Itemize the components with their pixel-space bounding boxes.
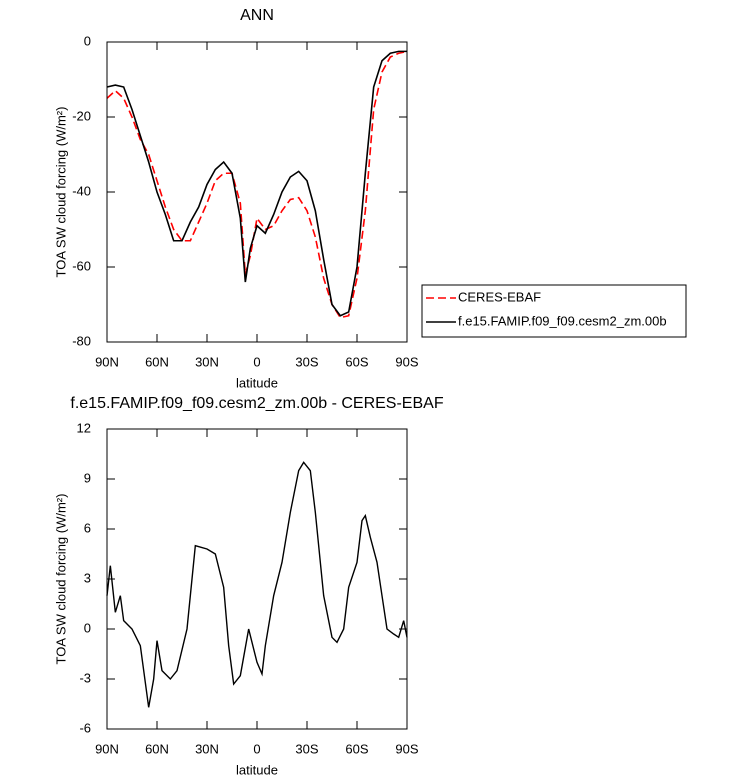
plot-frame (106, 428, 408, 730)
line-series (106, 50, 408, 319)
x-tick-label: 90S (395, 354, 418, 369)
chart-title: f.e15.FAMIP.f09_f09.cesm2_zm.00b - CERES… (70, 395, 443, 412)
chart-title: ANN (240, 7, 274, 24)
y-tick-label: 0 (84, 33, 91, 48)
x-tick-label: 30S (295, 354, 318, 369)
y-tick-label: 3 (84, 570, 91, 585)
x-tick-label: 60N (145, 741, 169, 756)
x-tick-label: 0 (253, 741, 260, 756)
y-tick-label: -40 (72, 183, 91, 198)
legend-label: CERES-EBAF (458, 289, 541, 304)
x-tick-label: 30S (295, 741, 318, 756)
x-tick-label: 30N (195, 354, 219, 369)
y-tick-label: -60 (72, 258, 91, 273)
y-tick-label: 12 (77, 420, 91, 435)
y-axis-label: TOA SW cloud forcing (W/m²) (53, 494, 68, 665)
plot-frame (106, 41, 408, 343)
x-tick-label: 90N (95, 741, 119, 756)
x-tick-label: 30N (195, 741, 219, 756)
legend-box (421, 284, 687, 338)
legend-label: f.e15.FAMIP.f09_f09.cesm2_zm.00b (458, 313, 667, 328)
x-axis-label: latitude (236, 375, 278, 390)
x-tick-label: 60N (145, 354, 169, 369)
y-tick-label: -3 (79, 670, 91, 685)
line-series (106, 50, 407, 317)
y-tick-label: 0 (84, 620, 91, 635)
x-tick-label: 60S (345, 354, 368, 369)
y-tick-label: -20 (72, 108, 91, 123)
x-tick-label: 60S (345, 741, 368, 756)
x-tick-label: 0 (253, 354, 260, 369)
x-tick-label: 90N (95, 354, 119, 369)
y-tick-label: 9 (84, 470, 91, 485)
line-series (106, 461, 408, 708)
y-axis-label: TOA SW cloud forcing (W/m²) (53, 107, 68, 278)
x-axis-label: latitude (236, 762, 278, 777)
y-tick-label: -80 (72, 333, 91, 348)
x-tick-label: 90S (395, 741, 418, 756)
y-tick-label: 6 (84, 520, 91, 535)
y-tick-label: -6 (79, 720, 91, 735)
